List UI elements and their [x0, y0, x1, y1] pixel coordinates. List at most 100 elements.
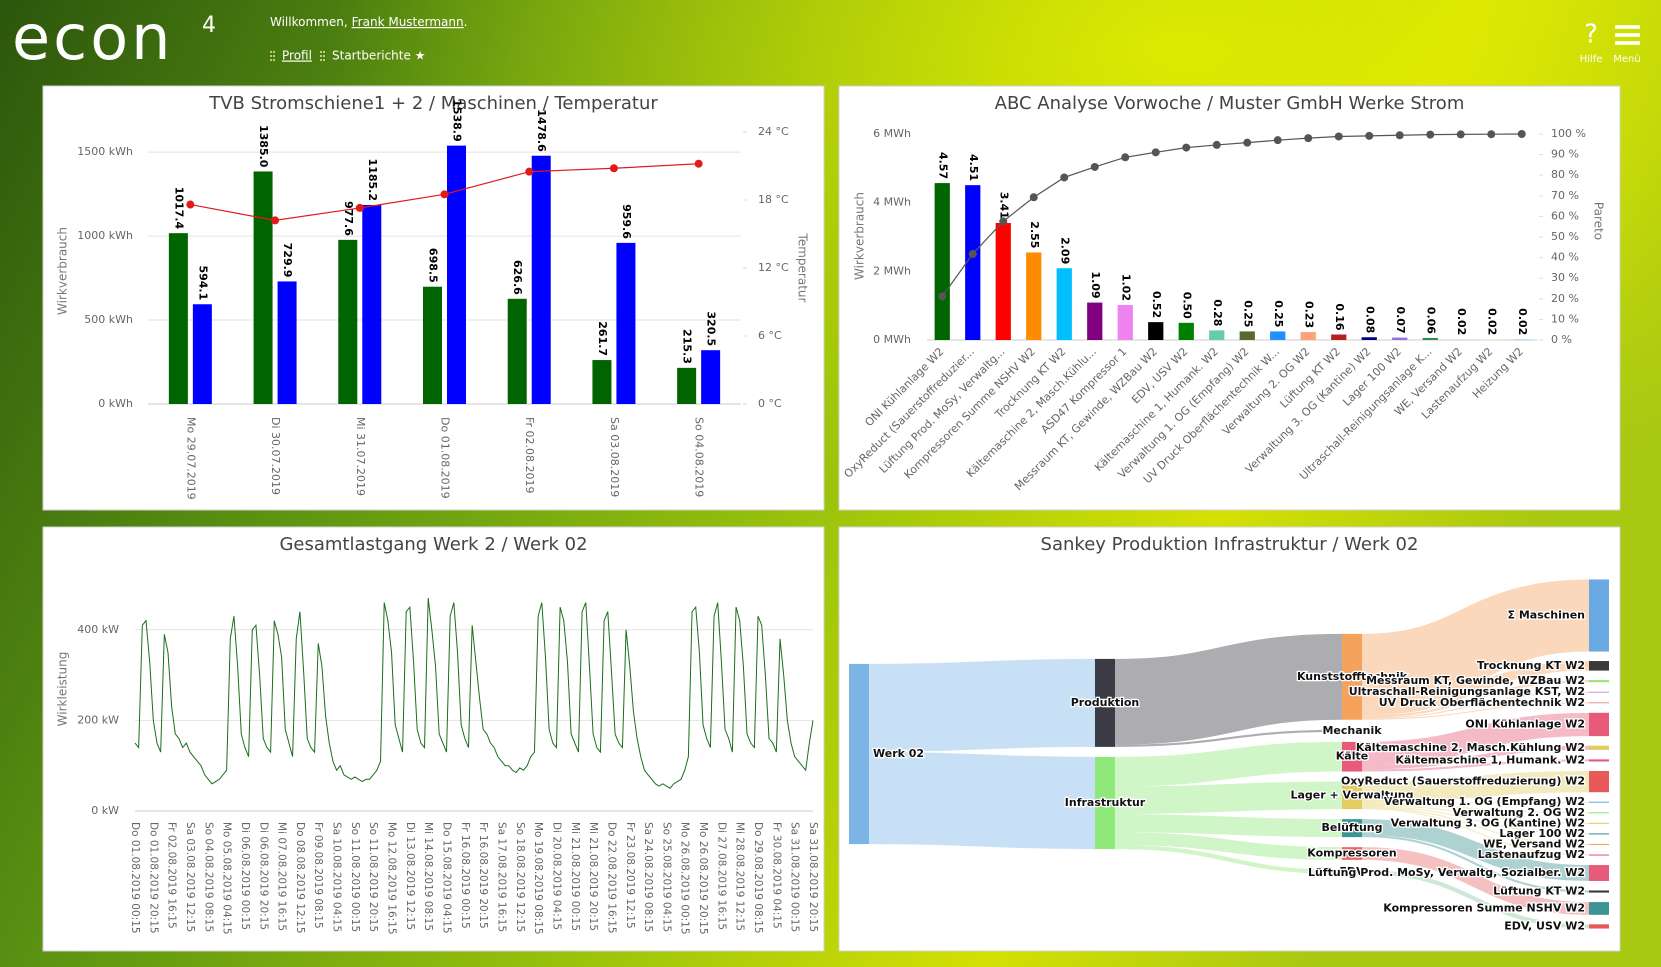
sankey-link	[1114, 729, 1343, 747]
y-tick-label: 200 kW	[77, 713, 119, 726]
x-tick-label: Di 27.08.2019 16:15	[715, 822, 727, 930]
sankey-link	[1361, 807, 1590, 845]
sankey-node	[1589, 745, 1609, 750]
y2-axis-label: Temperatur	[796, 233, 810, 303]
x-tick-label: Mo 19.08.2019 08:15	[532, 822, 544, 935]
chart-title: Sankey Produktion Infrastruktur / Werk 0…	[1041, 534, 1419, 555]
x-tick-label: Sa 31.08.2019 20:15	[807, 822, 819, 932]
value-label: 1185.2	[366, 159, 379, 201]
y2-tick-label: 20 %	[1551, 292, 1579, 305]
y2-tick-label: 0 %	[1551, 333, 1572, 346]
y-axis-label: Wirkverbrauch	[853, 192, 867, 280]
sankey-node	[1589, 822, 1609, 824]
chart-panel: ABC Analyse Vorwoche / Muster GmbH Werke…	[838, 85, 1621, 511]
sankey-label: Messraum KT, Gewinde, WZBau W2	[1366, 674, 1585, 687]
help-icon[interactable]: ?	[1584, 20, 1598, 50]
sankey-label: Verwaltung 2. OG W2	[1453, 806, 1585, 819]
value-label: 0.02	[1485, 308, 1498, 335]
line-point	[1517, 130, 1526, 138]
bar	[168, 233, 188, 404]
x-tick-label: Fr 02.08.2019	[523, 417, 536, 494]
sankey-link	[1361, 759, 1590, 772]
sankey-node	[1095, 756, 1115, 850]
bar	[507, 298, 527, 404]
bar	[1178, 322, 1194, 340]
menu-label[interactable]: Menü	[1613, 54, 1640, 65]
line-point	[1304, 134, 1313, 143]
x-tick-label: Do 22.08.2019 16:15	[605, 822, 617, 934]
sankey-node	[1589, 680, 1609, 683]
value-label: 0.25	[1241, 300, 1254, 327]
value-label: 0.02	[1516, 308, 1529, 335]
sankey-node	[1589, 843, 1609, 845]
bar	[423, 286, 442, 404]
line-point	[271, 216, 280, 225]
line	[941, 133, 1522, 297]
menu-icon[interactable]	[1615, 25, 1640, 45]
sankey-label: Lager + Verwaltung	[1290, 788, 1413, 801]
bar	[192, 304, 212, 404]
y-tick-label: 0 kW	[91, 804, 119, 817]
nav-startberichte[interactable]: Startberichte ★	[332, 49, 425, 63]
line	[134, 598, 814, 790]
x-tick-label: Mi 31.07.2019	[354, 417, 367, 496]
value-label: 0.50	[1180, 292, 1193, 319]
line-point	[694, 159, 703, 168]
x-tick-label: Mo 29.07.2019	[184, 417, 197, 500]
x-tick-label: Sa 24.08.2019 08:15	[642, 822, 654, 932]
y-tick-label: 6 MWh	[873, 127, 911, 140]
x-tick-label: Mo 26.08.2019 20:15	[697, 822, 709, 935]
bar	[1331, 334, 1347, 340]
bar	[1483, 339, 1499, 340]
value-label: 698.5	[427, 248, 440, 283]
y2-tick-label: 40 %	[1551, 251, 1579, 264]
x-tick-label: So 04.08.2019	[693, 417, 706, 497]
x-tick-label: Fr 16.08.2019 20:15	[477, 822, 489, 929]
bar	[1056, 268, 1072, 340]
sankey-label: Kältemaschine 1, Humank. W2	[1395, 753, 1585, 766]
sankey-node	[1589, 812, 1609, 814]
sankey-link	[1361, 745, 1590, 770]
bar	[531, 155, 551, 404]
value-label: 4.57	[936, 152, 949, 179]
sankey-label: Verwaltung 1. OG (Empfang) W2	[1384, 795, 1585, 808]
bar	[338, 239, 358, 404]
sankey-node	[1589, 691, 1609, 693]
bar	[362, 205, 382, 404]
x-tick-label: Do 15.08.2019 04:15	[441, 822, 453, 934]
x-tick-label: Di 13.08.2019 12:15	[404, 822, 416, 930]
sankey-node	[1342, 819, 1362, 838]
help-label[interactable]: Hilfe	[1580, 54, 1603, 65]
value-label: 0.02	[1455, 308, 1468, 335]
bar	[447, 145, 466, 404]
line-point	[1487, 130, 1496, 139]
value-label: 0.28	[1211, 299, 1224, 326]
x-tick-label: Di 30.07.2019	[269, 417, 282, 495]
sankey-label: EDV	[1339, 865, 1365, 878]
chart-title: TVB Stromschiene1 + 2 / Maschinen / Temp…	[208, 93, 658, 114]
nav-profil[interactable]: Profil	[282, 49, 312, 63]
line-point	[186, 200, 195, 209]
sankey-label: ONI Kühlanlage W2	[1465, 717, 1585, 730]
x-tick-label: So 18.08.2019 12:15	[514, 822, 526, 932]
sankey-link	[1114, 844, 1343, 875]
line-point	[1121, 153, 1130, 162]
y2-axis-label: Pareto	[1592, 202, 1606, 240]
sankey-link	[1361, 712, 1590, 766]
sankey-node	[1589, 801, 1609, 803]
sankey-label: Σ Maschinen	[1507, 609, 1585, 622]
sankey-node	[1589, 661, 1609, 671]
logo[interactable]: econ	[12, 1, 173, 74]
sankey-link	[1361, 702, 1590, 720]
panel-background	[838, 526, 1621, 952]
line-point	[1182, 143, 1191, 152]
sankey-node	[1589, 759, 1609, 762]
user-link[interactable]: Frank Mustermann	[352, 15, 464, 29]
sankey-link	[1361, 819, 1590, 881]
y2-tick-label: 6 °C	[758, 329, 782, 342]
y2-tick-label: 24 °C	[758, 125, 789, 138]
chart-panel: Gesamtlastgang Werk 2 / Werk 02 0 kW 200 k…	[42, 526, 825, 952]
line-point	[1365, 131, 1374, 140]
y-tick-label: 4 MWh	[873, 196, 911, 209]
y2-tick-label: 70 %	[1551, 189, 1579, 202]
